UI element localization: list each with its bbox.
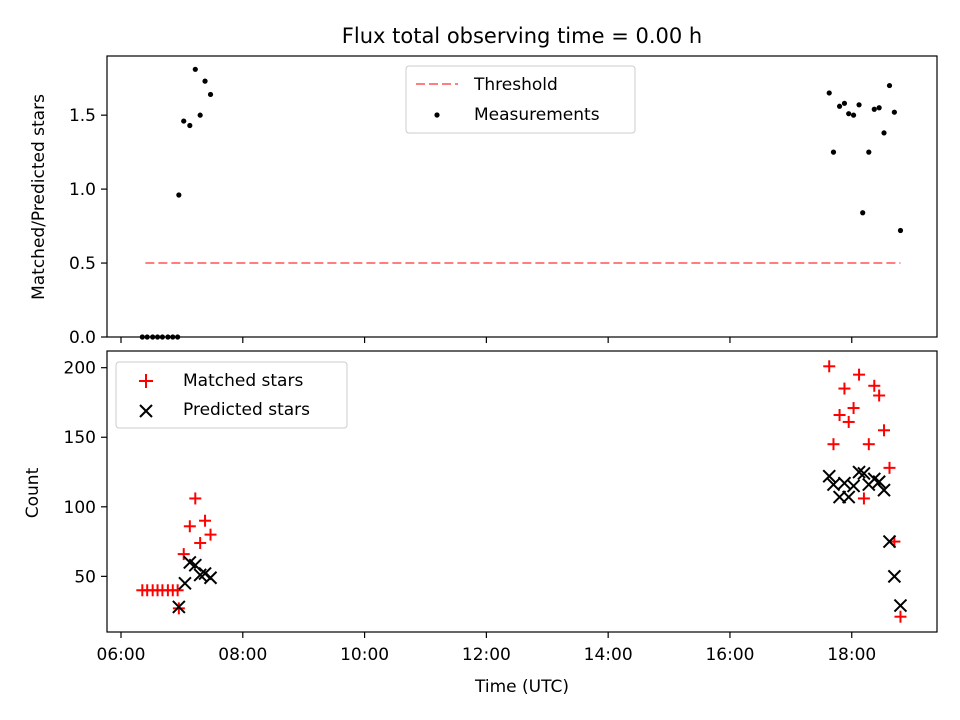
measurements-point bbox=[897, 227, 904, 234]
measurements-point bbox=[891, 109, 897, 115]
x-tick-label: 18:00 bbox=[827, 645, 876, 665]
x-tick-label: 06:00 bbox=[97, 645, 146, 665]
predicted-stars-point bbox=[172, 600, 186, 614]
count-y-tick-label: 100 bbox=[64, 498, 96, 518]
predicted-stars-point bbox=[893, 598, 908, 613]
matched-stars-point bbox=[183, 520, 196, 533]
matched-legend-label: Matched stars bbox=[183, 371, 303, 391]
predicted-stars-point bbox=[846, 479, 861, 493]
x-tick-label: 14:00 bbox=[584, 645, 633, 665]
count-y-tick-label: 50 bbox=[74, 567, 96, 587]
matched-stars-point bbox=[853, 368, 866, 381]
count-y-axis-label: Count bbox=[23, 467, 43, 518]
predicted-stars-point bbox=[193, 568, 207, 582]
predicted-stars-point bbox=[882, 534, 897, 549]
matched-stars-point bbox=[177, 548, 190, 561]
x-tick-label: 12:00 bbox=[462, 645, 511, 665]
ratio-y-tick-label: 1.0 bbox=[69, 180, 96, 200]
measurements-legend-swatch bbox=[434, 112, 440, 118]
count-legend: Matched stars Predicted stars bbox=[115, 361, 348, 429]
matched-stars-point bbox=[883, 461, 896, 474]
measurements-point bbox=[850, 112, 857, 118]
threshold-legend-label: Threshold bbox=[473, 75, 558, 95]
matched-stars-point bbox=[868, 379, 881, 392]
measurements-point bbox=[866, 149, 872, 155]
predicted-legend-swatch bbox=[139, 404, 153, 418]
ratio-y-axis-label: Matched/Predicted stars bbox=[29, 94, 49, 300]
measurements-point bbox=[860, 210, 866, 216]
count-panel: 06:00 08:00 10:00 12:00 14:00 16:00 18:00 50 100… bbox=[23, 350, 938, 697]
measurements-legend-label: Measurements bbox=[474, 105, 600, 125]
matched-stars-point bbox=[204, 528, 217, 541]
predicted-stars-point bbox=[822, 469, 836, 483]
measurements-point bbox=[871, 106, 877, 112]
x-tick-label: 08:00 bbox=[218, 645, 267, 665]
predicted-stars-point bbox=[178, 576, 192, 591]
ratio-y-tick-label: 0.0 bbox=[69, 328, 96, 348]
ratio-y-tick-label: 1.5 bbox=[69, 106, 96, 126]
measurements-point bbox=[886, 82, 893, 89]
measurements-point bbox=[176, 192, 182, 198]
x-axis-label: Time (UTC) bbox=[474, 677, 569, 697]
matched-legend-swatch bbox=[139, 374, 153, 388]
matched-stars-point bbox=[838, 382, 851, 395]
matched-stars-point bbox=[189, 492, 202, 505]
predicted-stars-point bbox=[841, 490, 856, 504]
count-legend-box bbox=[115, 361, 348, 429]
matched-stars-point bbox=[199, 514, 212, 527]
matched-stars-point bbox=[823, 360, 836, 373]
x-tick-label: 16:00 bbox=[705, 645, 754, 665]
matched-stars-point bbox=[857, 492, 870, 505]
count-y-tick-label: 150 bbox=[64, 428, 96, 448]
matched-stars-point bbox=[842, 415, 855, 428]
predicted-stars-point bbox=[826, 477, 841, 492]
matched-stars-point bbox=[171, 584, 184, 597]
count-plot-frame bbox=[106, 350, 938, 633]
predicted-stars-point bbox=[203, 571, 218, 585]
measurements-point bbox=[881, 130, 887, 136]
predicted-stars-point bbox=[852, 465, 866, 479]
measurements-point bbox=[876, 105, 882, 111]
predicted-stars-point bbox=[837, 476, 852, 490]
matched-stars-point bbox=[827, 438, 840, 451]
measurements-point bbox=[826, 90, 832, 96]
measurements-point bbox=[846, 111, 852, 117]
matched-stars-point bbox=[873, 389, 886, 402]
matched-stars-point bbox=[894, 610, 907, 623]
measurements-point bbox=[841, 100, 848, 106]
measurements-point bbox=[830, 149, 837, 155]
ratio-plot-frame bbox=[106, 55, 938, 338]
measurements-point bbox=[207, 91, 214, 98]
matched-stars-point bbox=[862, 438, 875, 451]
measurements-point bbox=[197, 112, 203, 118]
x-tick-label: 10:00 bbox=[340, 645, 389, 665]
ratio-legend: Threshold Measurements bbox=[405, 65, 636, 134]
measurements-point bbox=[187, 122, 193, 129]
count-y-tick-label: 200 bbox=[64, 359, 96, 379]
ratio-legend-box bbox=[405, 65, 636, 134]
ratio-y-tick-label: 0.5 bbox=[69, 254, 96, 274]
predicted-stars-point bbox=[887, 569, 902, 584]
measurements-point bbox=[836, 103, 843, 109]
matched-stars-point bbox=[878, 424, 891, 437]
measurements-point bbox=[181, 118, 187, 124]
measurements-point bbox=[202, 78, 208, 84]
predicted-legend-label: Predicted stars bbox=[183, 400, 310, 420]
matched-stars-point bbox=[194, 536, 207, 549]
predicted-stars-point bbox=[877, 483, 891, 497]
predicted-stars-point bbox=[872, 475, 886, 489]
predicted-stars-point bbox=[857, 466, 871, 481]
matched-stars-point bbox=[847, 402, 860, 415]
matched-stars-point bbox=[833, 408, 846, 421]
measurements-point bbox=[856, 102, 862, 108]
chart-title: Flux total observing time = 0.00 h bbox=[342, 24, 702, 48]
measurements-point bbox=[192, 66, 198, 72]
ratio-panel: 0.0 0.5 1.0 1.5 Matched/Predicted stars Thr… bbox=[29, 55, 938, 348]
